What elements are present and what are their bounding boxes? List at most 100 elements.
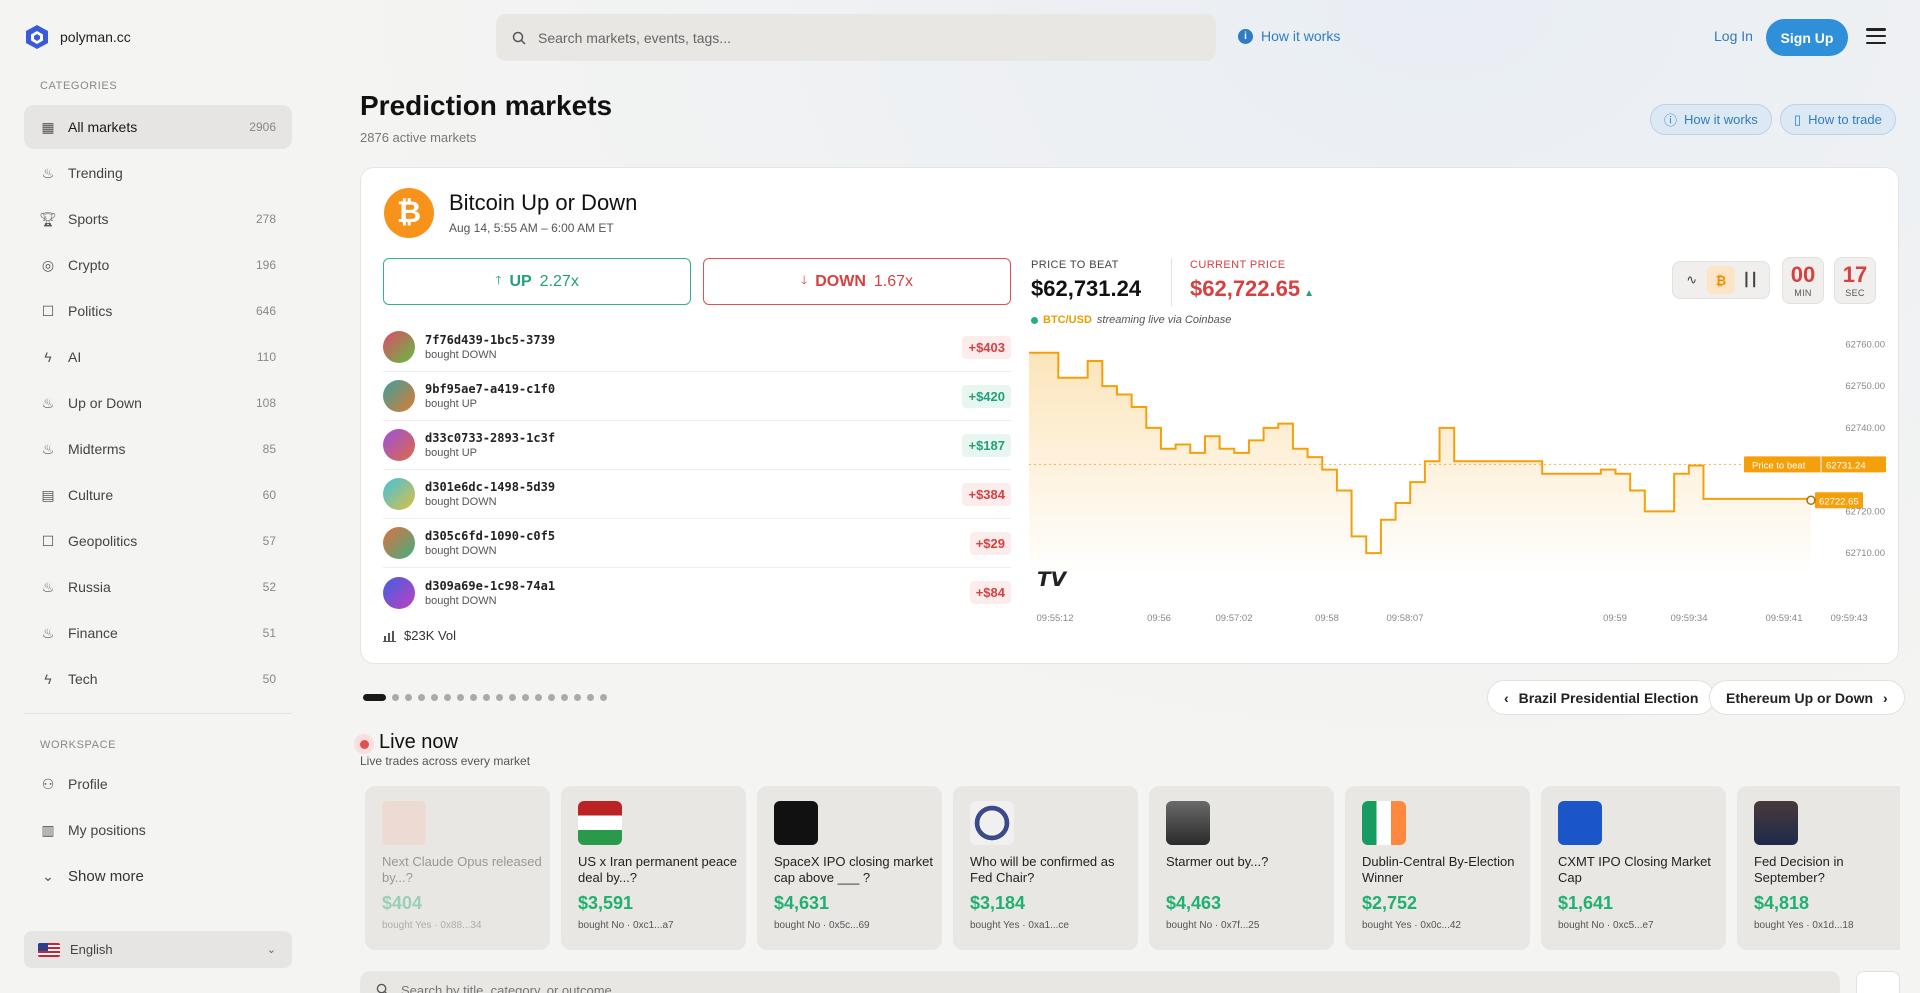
sidebar-item-count: 2906 <box>249 120 276 134</box>
trade-row[interactable]: d33c0733-2893-1c3f bought UP +$187 <box>383 421 1011 470</box>
info-icon: i <box>1238 28 1253 44</box>
how-it-works-link[interactable]: i How it works <box>1238 28 1340 44</box>
sidebar-item-sports[interactable]: 🏆︎ Sports 278 <box>24 197 292 241</box>
workspace-heading: WORKSPACE <box>40 739 117 751</box>
chevron-down-icon: ⌄ <box>266 944 276 956</box>
carousel-dot[interactable] <box>457 694 464 701</box>
trade-row[interactable]: 7f76d439-1bc5-3739 bought DOWN +$403 <box>383 323 1011 372</box>
carousel-dot[interactable] <box>496 694 503 701</box>
live-trade-card[interactable]: Next Claude Opus released by...? $404 boug… <box>365 786 550 950</box>
workspace-item-show-more[interactable]: ⌄ Show more <box>24 853 292 899</box>
timer-seconds: 17 SEC <box>1834 257 1876 304</box>
sidebar-item-russia[interactable]: ♨ Russia 52 <box>24 565 292 609</box>
market-title[interactable]: Bitcoin Up or Down <box>449 190 638 215</box>
carousel-dot[interactable] <box>561 694 568 701</box>
filter-button[interactable] <box>1856 971 1900 993</box>
sidebar-item-up-or-down[interactable]: ♨ Up or Down 108 <box>24 381 292 425</box>
buy-down-button[interactable]: 🡓 DOWN 1.67x <box>703 258 1011 305</box>
carousel-dot[interactable] <box>363 694 386 701</box>
carousel-dot[interactable] <box>509 694 516 701</box>
x-tick-label: 09:57:02 <box>1216 613 1253 624</box>
brand-name: polyman.cc <box>60 29 131 45</box>
sidebar-item-tech[interactable]: ϟ Tech 50 <box>24 657 292 701</box>
categories-heading: CATEGORIES <box>40 80 118 92</box>
search-input[interactable] <box>538 29 1178 46</box>
carousel-dot[interactable] <box>431 694 438 701</box>
how-it-works-button[interactable]: ⓘ How it works <box>1650 104 1772 135</box>
trade-meta: bought Yes · 0x0c...42 <box>1362 920 1461 931</box>
candles-icon[interactable]: ┃┃ <box>1742 272 1759 287</box>
login-button[interactable]: Log In <box>1714 28 1753 44</box>
workspace-item-my-positions[interactable]: ▥ My positions <box>24 807 292 853</box>
live-now-subtitle: Live trades across every market <box>360 754 531 768</box>
live-trades-row: Next Claude Opus released by...? $404 boug… <box>365 786 1900 951</box>
sidebar-item-all-markets[interactable]: ▦ All markets 2906 <box>24 105 292 149</box>
live-trade-card[interactable]: CXMT IPO Closing Market Cap $1,641 bought … <box>1541 786 1726 950</box>
signup-button[interactable]: Sign Up <box>1766 19 1848 56</box>
carousel-dots <box>363 694 607 701</box>
avatar <box>383 380 415 412</box>
workspace-item-profile[interactable]: ⚇ Profile <box>24 761 292 807</box>
trade-row[interactable]: d309a69e-1c98-74a1 bought DOWN +$84 <box>383 568 1011 617</box>
market-name: Fed Decision in September? <box>1754 854 1844 885</box>
live-trade-card[interactable]: Who will be confirmed as Fed Chair? $3,18… <box>953 786 1138 950</box>
carousel-dot[interactable] <box>587 694 594 701</box>
market-thumbnail <box>774 801 818 845</box>
trade-row[interactable]: 9bf95ae7-a419-c1f0 bought UP +$420 <box>383 372 1011 421</box>
next-market-button[interactable]: Ethereum Up or Down › <box>1709 680 1905 715</box>
avatar <box>383 331 415 363</box>
sidebar-item-geopolitics[interactable]: ☐ Geopolitics 57 <box>24 519 292 563</box>
market-name: US x Iran permanent peace deal by...? <box>578 854 737 885</box>
sidebar-item-crypto[interactable]: ◎ Crypto 196 <box>24 243 292 287</box>
prev-market-button[interactable]: ‹ Brazil Presidential Election <box>1487 680 1716 715</box>
live-trade-card[interactable]: Starmer out by...? $4,463 bought No · 0x7f… <box>1149 786 1334 950</box>
carousel-dot[interactable] <box>535 694 542 701</box>
carousel-dot[interactable] <box>392 694 399 701</box>
y-tick-label: 62760.00 <box>1845 339 1885 350</box>
y-tick-label: 62710.00 <box>1845 548 1885 559</box>
avatar <box>383 576 415 609</box>
logo-mark-icon <box>26 25 48 49</box>
how-to-trade-button[interactable]: ▯ How to trade <box>1780 104 1896 135</box>
language-select[interactable]: English ⌄ <box>24 931 292 968</box>
live-trade-card[interactable]: SpaceX IPO closing market cap above ___ … <box>757 786 942 950</box>
carousel-dot[interactable] <box>444 694 451 701</box>
live-trade-card[interactable]: US x Iran permanent peace deal by...? $3,… <box>561 786 746 950</box>
sidebar-item-count: 646 <box>255 304 276 318</box>
hamburger-menu-icon[interactable] <box>1866 28 1886 44</box>
market-search-input[interactable] <box>401 983 1101 993</box>
global-search[interactable] <box>496 14 1216 61</box>
carousel-dot[interactable] <box>418 694 425 701</box>
live-trade-card[interactable]: Fed Decision in September? $4,818 bought Y… <box>1737 786 1900 950</box>
featured-market-card[interactable]: ₿ Bitcoin Up or Down Aug 14, 5:55 AM – 6… <box>360 167 1899 664</box>
sidebar-item-ai[interactable]: ϟ AI 110 <box>24 335 292 379</box>
buy-up-button[interactable]: 🡑 UP 2.27x <box>383 258 691 305</box>
market-name: CXMT IPO Closing Market Cap <box>1558 854 1711 885</box>
market-search[interactable] <box>360 971 1840 993</box>
carousel-dot[interactable] <box>522 694 529 701</box>
trade-row[interactable]: d305c6fd-1090-c0f5 bought DOWN +$29 <box>383 519 1011 568</box>
sidebar-item-politics[interactable]: ☐ Politics 646 <box>24 289 292 333</box>
logo[interactable]: polyman.cc <box>24 24 131 50</box>
live-trade-card[interactable]: Dublin-Central By-Election Winner $2,752 b… <box>1345 786 1530 950</box>
sidebar-item-count: 57 <box>262 534 276 548</box>
bolt-icon: ϟ <box>44 671 52 687</box>
trader-id: d309a69e-1c98-74a1 <box>425 578 556 593</box>
bitcoin-icon[interactable]: ₿ <box>1706 266 1735 294</box>
sidebar-item-midterms[interactable]: ♨ Midterms 85 <box>24 427 292 471</box>
timer-minutes: 00 MIN <box>1782 257 1824 304</box>
up-label: UP <box>509 272 532 290</box>
book-icon: ▯ <box>1794 111 1802 127</box>
sidebar-item-culture[interactable]: ▤ Culture 60 <box>24 473 292 517</box>
carousel-dot[interactable] <box>574 694 581 701</box>
trade-row[interactable]: d301e6dc-1498-5d39 bought DOWN +$384 <box>383 470 1011 519</box>
line-chart-icon[interactable]: ∿ <box>1686 272 1698 287</box>
carousel-dot[interactable] <box>600 694 607 701</box>
carousel-dot[interactable] <box>483 694 490 701</box>
price-chart[interactable]: Price to beat 62731.24 62722.65 62760.00 627… <box>1029 336 1889 626</box>
carousel-dot[interactable] <box>405 694 412 701</box>
sidebar-item-trending[interactable]: ♨ Trending <box>24 151 292 195</box>
carousel-dot[interactable] <box>548 694 555 701</box>
carousel-dot[interactable] <box>470 694 477 701</box>
sidebar-item-finance[interactable]: ♨ Finance 51 <box>24 611 292 655</box>
